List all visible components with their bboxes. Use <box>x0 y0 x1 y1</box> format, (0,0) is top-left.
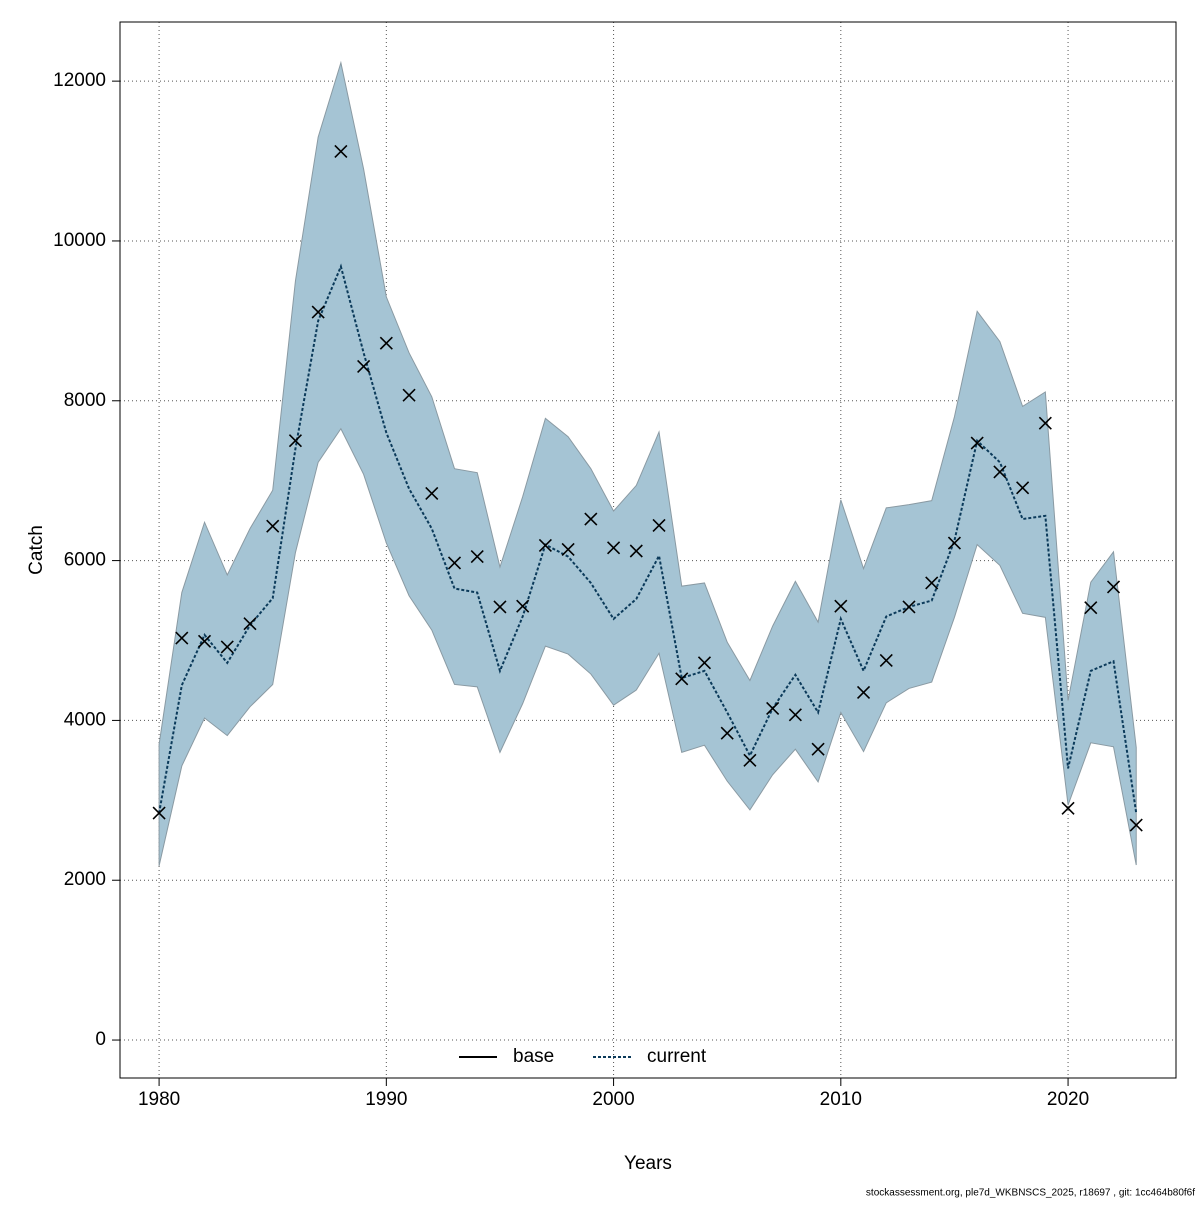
marker <box>720 726 734 740</box>
marker <box>947 536 962 550</box>
marker <box>425 486 439 501</box>
y-tick-label: 10000 <box>53 230 106 251</box>
marker <box>675 672 689 686</box>
marker <box>697 656 712 670</box>
marker <box>197 634 212 648</box>
marker <box>925 576 939 590</box>
marker <box>788 708 802 722</box>
marker <box>834 599 848 613</box>
marker <box>766 701 780 715</box>
marker <box>1084 601 1098 615</box>
y-tick-label: 12000 <box>53 70 106 91</box>
legend-label: current <box>647 1046 707 1067</box>
y-tick-label: 4000 <box>64 709 106 730</box>
x-tick-label: 2000 <box>592 1089 634 1110</box>
y-tick-label: 2000 <box>64 869 106 890</box>
marker <box>1038 416 1052 430</box>
marker <box>743 753 757 767</box>
x-tick-label: 1990 <box>365 1089 407 1110</box>
y-tick-label: 0 <box>95 1029 106 1050</box>
footer: stockassessment.org, ple7d_WKBNSCS_2025,… <box>866 1188 1195 1199</box>
marker <box>607 541 621 555</box>
y-axis-label: Catch <box>26 525 47 575</box>
marker <box>902 600 916 614</box>
line <box>158 263 1138 814</box>
marker <box>584 512 598 526</box>
marker <box>493 600 507 614</box>
marker <box>1106 580 1121 594</box>
marker <box>856 685 871 700</box>
marker <box>1061 801 1075 815</box>
marker <box>652 518 666 532</box>
plot-frame <box>119 21 1177 1079</box>
marker <box>538 538 552 552</box>
marker <box>152 806 166 820</box>
x-tick-label: 2010 <box>820 1089 862 1110</box>
marker <box>266 519 280 533</box>
marker <box>334 144 348 159</box>
marker <box>379 336 393 350</box>
marker <box>175 631 189 645</box>
confidence-band <box>158 60 1137 866</box>
legend-label: base <box>513 1046 554 1067</box>
marker <box>243 617 257 631</box>
marker <box>970 436 984 450</box>
marker <box>311 305 325 319</box>
x-tick-label: 2020 <box>1047 1089 1089 1110</box>
marker <box>447 556 462 570</box>
marker <box>220 640 234 654</box>
marker <box>879 653 893 668</box>
marker <box>811 742 825 756</box>
marker <box>288 434 302 448</box>
marker <box>516 599 530 613</box>
marker <box>402 388 416 402</box>
marker <box>1016 481 1030 495</box>
x-axis-label: Years <box>624 1153 672 1174</box>
marker <box>561 542 575 556</box>
marker <box>993 465 1007 479</box>
marker <box>1129 818 1143 832</box>
x-tick-label: 1980 <box>138 1089 180 1110</box>
y-tick-label: 6000 <box>64 550 106 571</box>
y-tick-label: 8000 <box>64 390 106 411</box>
marker <box>470 550 484 564</box>
marker <box>629 544 643 558</box>
marker <box>357 359 371 373</box>
